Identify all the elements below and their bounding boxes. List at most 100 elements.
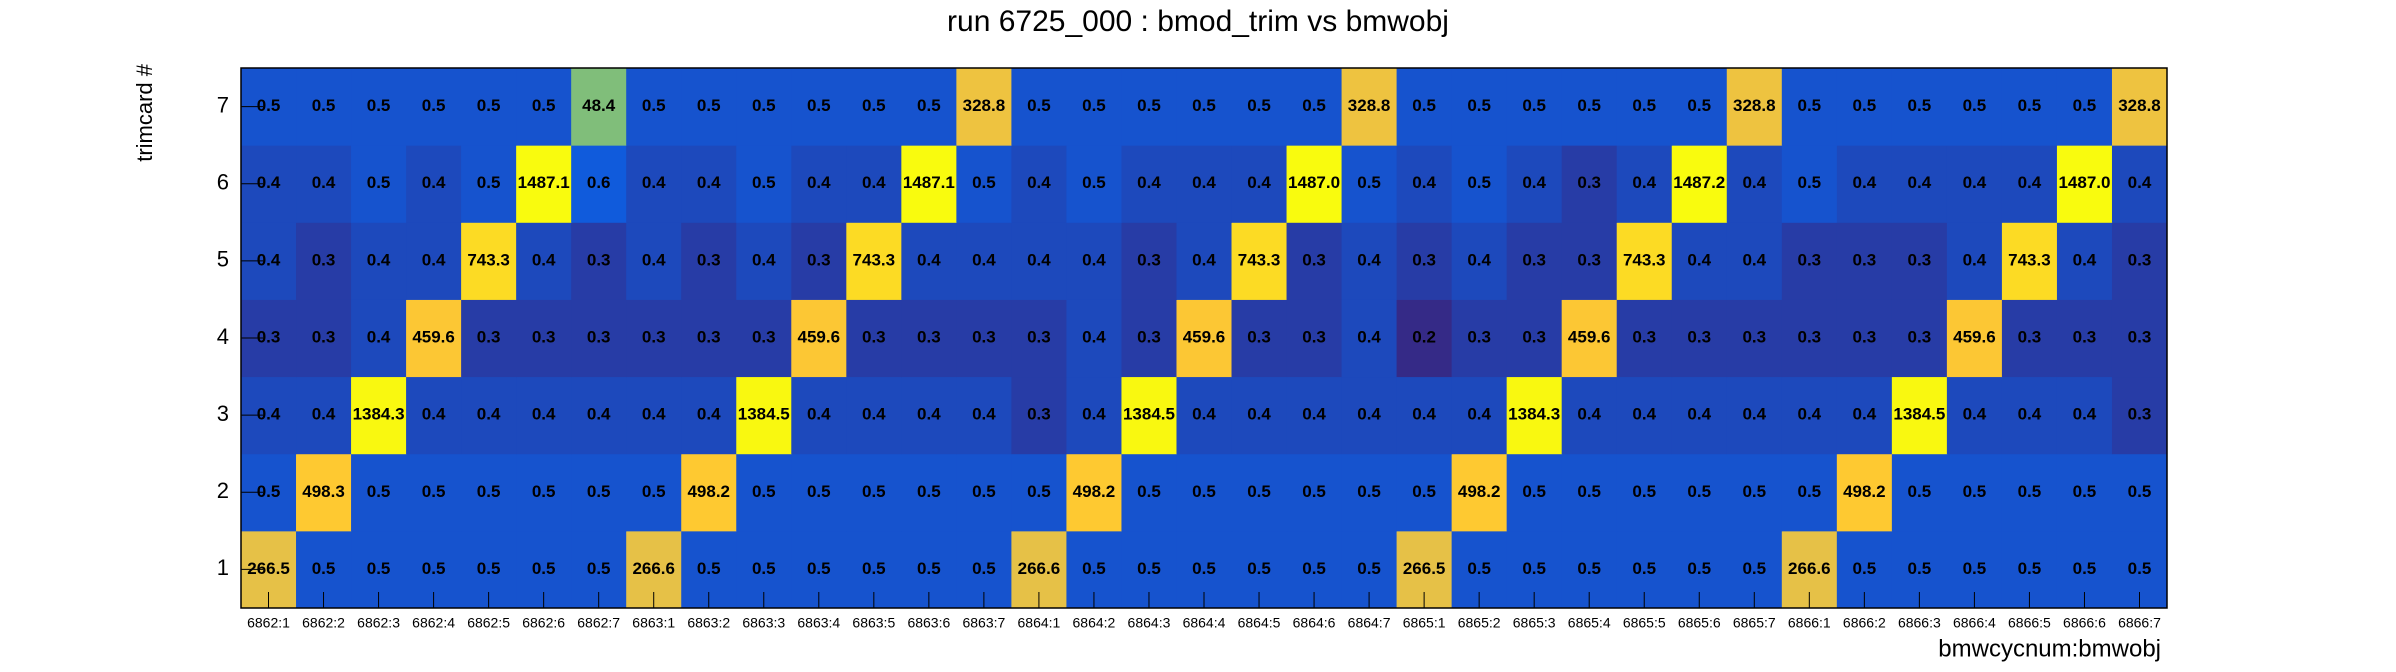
cell bbox=[1231, 222, 1288, 300]
cell bbox=[1011, 145, 1067, 223]
cell-label: 0.4 bbox=[312, 173, 336, 192]
cell-label: 0.5 bbox=[1577, 559, 1601, 578]
cell-label: 0.5 bbox=[1467, 96, 1491, 115]
cell-label: 0.4 bbox=[807, 405, 831, 424]
cell bbox=[2056, 299, 2113, 378]
cell bbox=[1726, 68, 1783, 146]
cell-label: 0.5 bbox=[972, 482, 996, 501]
cell-label: 0.5 bbox=[1853, 96, 1877, 115]
cell bbox=[1176, 299, 1233, 378]
cell-label: 0.4 bbox=[1247, 173, 1271, 192]
cell-label: 0.5 bbox=[1632, 559, 1656, 578]
cell-label: 0.4 bbox=[1687, 250, 1711, 269]
cell bbox=[2056, 68, 2113, 146]
x-tick-label: 6863:6 bbox=[907, 615, 950, 631]
cell-label: 0.5 bbox=[1467, 173, 1491, 192]
cell-label: 0.5 bbox=[1357, 559, 1381, 578]
cell bbox=[351, 299, 407, 378]
cell bbox=[681, 222, 737, 300]
cell-label: 0.4 bbox=[1522, 173, 1546, 192]
cell bbox=[1121, 68, 1177, 146]
cell bbox=[1891, 222, 1948, 300]
cell bbox=[1286, 376, 1343, 455]
cell-label: 0.5 bbox=[532, 482, 556, 501]
cell bbox=[516, 145, 572, 223]
cell-label: 0.5 bbox=[422, 559, 446, 578]
cell bbox=[1946, 299, 2003, 378]
cell-label: 0.5 bbox=[1137, 482, 1161, 501]
cell bbox=[1341, 222, 1398, 300]
cell-label: 0.3 bbox=[1522, 250, 1546, 269]
cell bbox=[516, 376, 572, 455]
cell bbox=[351, 376, 407, 455]
y-tick-label: 2 bbox=[217, 478, 229, 503]
cell-label: 0.5 bbox=[2128, 482, 2152, 501]
cell bbox=[1396, 68, 1453, 146]
cell-label: 0.4 bbox=[1632, 173, 1656, 192]
x-tick-label: 6862:3 bbox=[357, 615, 400, 631]
cell-label: 0.5 bbox=[2018, 96, 2042, 115]
cell bbox=[736, 376, 792, 455]
x-tick-label: 6865:3 bbox=[1513, 615, 1556, 631]
cell bbox=[406, 222, 462, 300]
cell-label: 0.5 bbox=[1742, 482, 1766, 501]
cell bbox=[2001, 299, 2058, 378]
cell bbox=[1121, 145, 1177, 223]
cell bbox=[956, 222, 1012, 300]
cell bbox=[2111, 376, 2168, 455]
cell-label: 0.5 bbox=[312, 96, 336, 115]
cell-label: 0.4 bbox=[1467, 405, 1491, 424]
cell bbox=[571, 376, 627, 455]
cell-label: 0.5 bbox=[312, 559, 336, 578]
cell bbox=[1781, 376, 1838, 455]
x-tick-label: 6862:4 bbox=[412, 615, 455, 631]
cell-label: 0.4 bbox=[2128, 173, 2152, 192]
x-tick-label: 6864:1 bbox=[1018, 615, 1061, 631]
x-tick-label: 6863:7 bbox=[962, 615, 1005, 631]
x-tick-label: 6865:6 bbox=[1678, 615, 1721, 631]
cell bbox=[1671, 145, 1728, 223]
cell-label: 0.4 bbox=[1467, 250, 1491, 269]
cell-label: 498.3 bbox=[302, 482, 345, 501]
cell-label: 0.4 bbox=[2073, 250, 2097, 269]
cell-label: 0.5 bbox=[2073, 482, 2097, 501]
x-axis-label: bmwcycnum:bmwobj bbox=[1938, 635, 2161, 662]
cell bbox=[1946, 376, 2003, 455]
cell bbox=[956, 299, 1012, 378]
cell-label: 0.3 bbox=[1247, 327, 1271, 346]
x-tick-label: 6863:1 bbox=[632, 615, 675, 631]
cell-label: 0.5 bbox=[1302, 482, 1326, 501]
cell-label: 0.4 bbox=[367, 250, 391, 269]
cell-label: 1487.2 bbox=[1673, 173, 1725, 192]
cell-label: 0.4 bbox=[422, 405, 446, 424]
cell-label: 0.3 bbox=[587, 327, 611, 346]
cell-label: 266.5 bbox=[247, 559, 290, 578]
cell bbox=[1176, 222, 1233, 300]
cell-label: 0.3 bbox=[1027, 405, 1051, 424]
cell-label: 0.5 bbox=[1908, 559, 1932, 578]
cell bbox=[1341, 145, 1398, 223]
cell bbox=[901, 453, 957, 532]
cell-label: 0.4 bbox=[807, 173, 831, 192]
cell-label: 0.5 bbox=[1082, 559, 1106, 578]
cell bbox=[461, 222, 517, 300]
cell-label: 0.5 bbox=[642, 482, 666, 501]
cell-label: 0.5 bbox=[1908, 96, 1932, 115]
cell-label: 0.3 bbox=[1467, 327, 1491, 346]
cell-label: 0.5 bbox=[1357, 173, 1381, 192]
cell bbox=[681, 299, 737, 378]
cell bbox=[1506, 299, 1563, 378]
cell-label: 266.5 bbox=[1403, 559, 1446, 578]
cell bbox=[351, 68, 407, 146]
x-tick-label: 6862:2 bbox=[302, 615, 345, 631]
cell-label: 0.3 bbox=[1853, 250, 1877, 269]
cell bbox=[626, 222, 682, 300]
cell bbox=[1231, 376, 1288, 455]
cell bbox=[1121, 299, 1177, 378]
cell-label: 1384.5 bbox=[1893, 405, 1945, 424]
cell-label: 0.4 bbox=[917, 405, 941, 424]
cell-label: 0.4 bbox=[1853, 405, 1877, 424]
cell-label: 0.3 bbox=[587, 250, 611, 269]
cell bbox=[1506, 453, 1563, 532]
cell bbox=[956, 376, 1012, 455]
